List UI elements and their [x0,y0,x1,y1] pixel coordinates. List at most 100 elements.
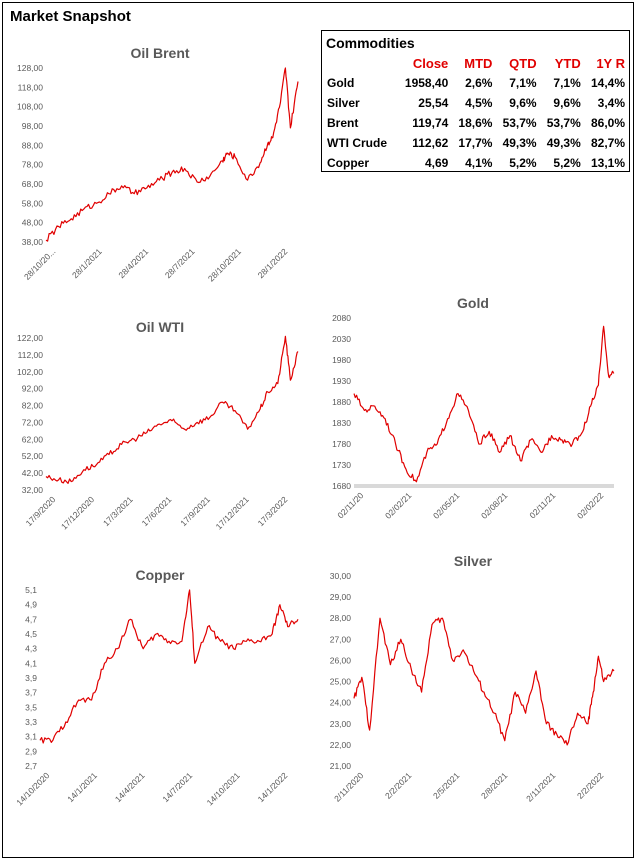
x-tick-label: 2/2/2021 [383,770,414,801]
y-tick-label: 23,00 [330,719,352,729]
row-1yr: 86,0% [590,116,625,130]
chart-gold: Gold 1680 1730 1780 1830 1880 1930 1980 2030 2080… [318,288,628,538]
series-line-gold [353,325,615,483]
chart-title: Silver [454,553,493,569]
y-tick-label: 78,00 [22,160,44,170]
y-tick-label: 5,1 [25,585,37,595]
x-tick-label: 17/12/2021 [214,494,251,531]
y-tick-label: 3,9 [25,673,37,683]
y-tick-label: 128,00 [17,63,43,73]
x-tick-label: 2/2/2022 [575,770,606,801]
commodities-table: Commodities Close MTD QTD YTD 1Y R Gold … [321,30,630,172]
y-tick-label: 1680 [332,481,351,491]
y-tick-label: 108,00 [17,102,43,112]
x-tick-label: 14/1/2022 [256,770,290,804]
col-header-1yr: 1Y R [596,55,625,71]
y-tick-label: 3,3 [25,717,37,727]
y-tick-label: 24,00 [330,698,352,708]
y-tick-label: 42,00 [22,468,44,478]
table-row: Brent 119,74 18,6% 53,7% 53,7% 86,0% [324,113,628,133]
table-row: Gold 1958,40 2,6% 7,1% 7,1% 14,4% [324,73,628,93]
y-tick-label: 98,00 [22,121,44,131]
x-tick-label: 02/02/22 [575,490,606,521]
y-tick-label: 72,00 [22,417,44,427]
x-tick-label: 02/11/21 [527,490,557,520]
y-tick-label: 21,00 [330,761,352,771]
y-tick-label: 4,3 [25,644,37,654]
row-name: Copper [327,156,369,170]
row-name: Gold [327,76,355,90]
col-header-mtd: MTD [464,55,493,71]
col-header-qtd: QTD [509,55,537,71]
table-row: Copper 4,69 4,1% 5,2% 5,2% 13,1% [324,153,628,173]
x-tick-label: 17/3/2022 [256,494,290,528]
x-tick-label: 28/1/2021 [70,246,104,280]
row-ytd: 7,1% [553,76,581,90]
x-tick-label: 14/4/2021 [113,770,147,804]
y-tick-label: 25,00 [330,677,352,687]
chart-title: Copper [136,567,186,583]
y-tick-label: 4,5 [25,629,37,639]
row-1yr: 3,4% [597,96,625,110]
row-close: 4,69 [424,156,449,170]
x-tick-label: 17/3/2021 [101,494,135,528]
col-header-close: Close [412,55,449,71]
y-tick-label: 1880 [332,397,351,407]
chart-svg-brent: Oil Brent 38,00 48,00 58,00 68,00 78,00 88,00 9… [17,45,299,283]
y-tick-label: 62,00 [22,434,44,444]
series-line-wti [45,335,299,484]
x-tick-label: 02/02/21 [383,490,414,521]
chart-title: Oil WTI [136,319,184,335]
y-tick-label: 102,00 [17,367,43,377]
row-1yr: 14,4% [590,76,625,90]
y-tick-label: 4,7 [25,614,37,624]
row-ytd: 49,3% [546,136,581,150]
y-tick-label: 3,5 [25,702,37,712]
chart-svg-gold: Gold 1680 1730 1780 1830 1880 1930 1980 2030 2080… [332,295,615,521]
y-tick-label: 30,00 [330,571,352,581]
commodities-title: Commodities [326,35,415,51]
row-1yr: 13,1% [590,156,625,170]
y-tick-label: 1980 [332,355,351,365]
row-name: Brent [327,116,359,130]
page-title: Market Snapshot [10,8,131,25]
table-row: Silver 25,54 4,5% 9,6% 9,6% 3,4% [324,93,628,113]
row-close: 112,62 [412,136,449,150]
row-close: 1958,40 [404,76,449,90]
y-tick-label: 122,00 [17,333,43,343]
x-tick-label: 02/05/21 [431,490,462,521]
x-tick-label: 28/10/2021 [206,246,243,283]
row-ytd: 5,2% [553,156,581,170]
y-tick-label: 3,7 [25,688,37,698]
row-close: 25,54 [418,96,449,110]
row-ytd: 9,6% [553,96,581,110]
chart-title: Gold [457,295,489,311]
x-tick-label: 28/4/2021 [116,246,150,280]
table-row: WTI Crude 112,62 17,7% 49,3% 49,3% 82,7% [324,133,628,153]
x-tick-label: 28/10/20... [22,246,57,281]
chart-copper: Copper 2,7 2,9 3,1 3,3 3,5 3,7 3,9 4,1 4,3 4,5 4,7 4… [10,560,310,850]
row-close: 119,74 [412,116,449,130]
y-tick-label: 26,00 [330,655,352,665]
row-mtd: 17,7% [458,136,493,150]
series-line-silver [353,617,615,746]
x-tick-label: 14/10/2020 [14,770,51,807]
chart-svg-wti: Oil WTI 32,00 42,00 52,00 62,00 72,00 82,00 92,… [17,319,299,531]
row-mtd: 2,6% [465,76,493,90]
y-tick-label: 52,00 [22,451,44,461]
x-tick-label: 14/1/2021 [65,770,99,804]
y-tick-label: 38,00 [22,237,44,247]
row-name: WTI Crude [327,136,387,150]
y-tick-label: 68,00 [22,179,44,189]
chart-oil-wti: Oil WTI 32,00 42,00 52,00 62,00 72,00 82,00 92,… [10,312,310,552]
chart-oil-brent: Oil Brent 38,00 48,00 58,00 68,00 78,00 88,00 9… [10,38,310,300]
col-header-name [324,53,397,73]
row-mtd: 4,1% [465,156,493,170]
chart-svg-silver: Silver 21,00 22,00 23,00 24,00 25,00 26,00 27,0… [330,553,615,804]
y-tick-label: 1930 [332,376,351,386]
y-tick-label: 88,00 [22,140,44,150]
chart-silver: Silver 21,00 22,00 23,00 24,00 25,00 26,00 27,0… [318,546,628,850]
y-tick-label: 112,00 [18,350,44,360]
y-tick-label: 27,00 [330,634,352,644]
